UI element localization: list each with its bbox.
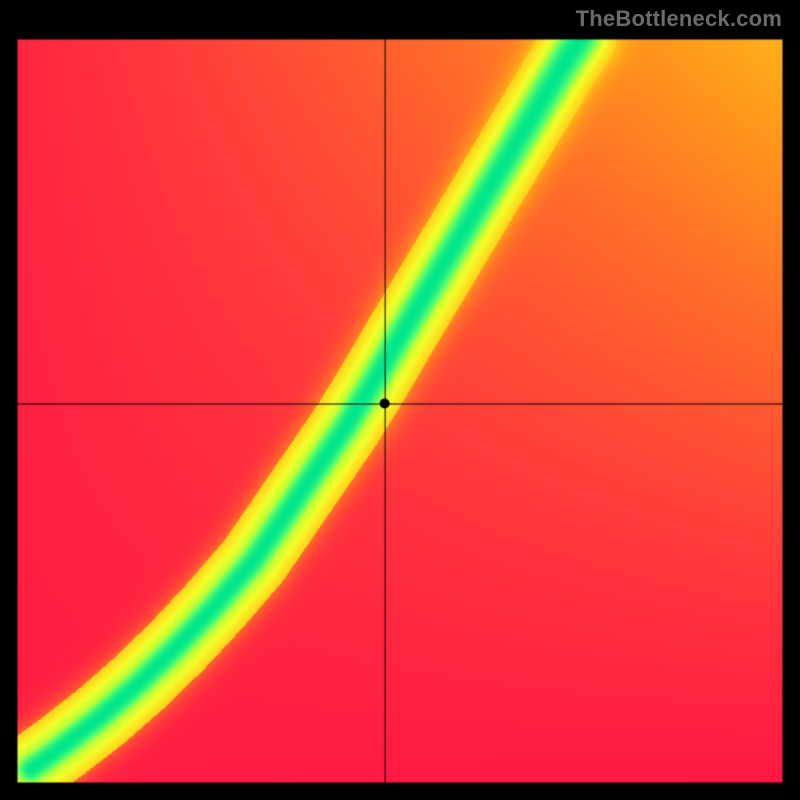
heatmap-canvas [0, 0, 800, 800]
heatmap-container: TheBottleneck.com [0, 0, 800, 800]
watermark-text: TheBottleneck.com [576, 6, 782, 32]
